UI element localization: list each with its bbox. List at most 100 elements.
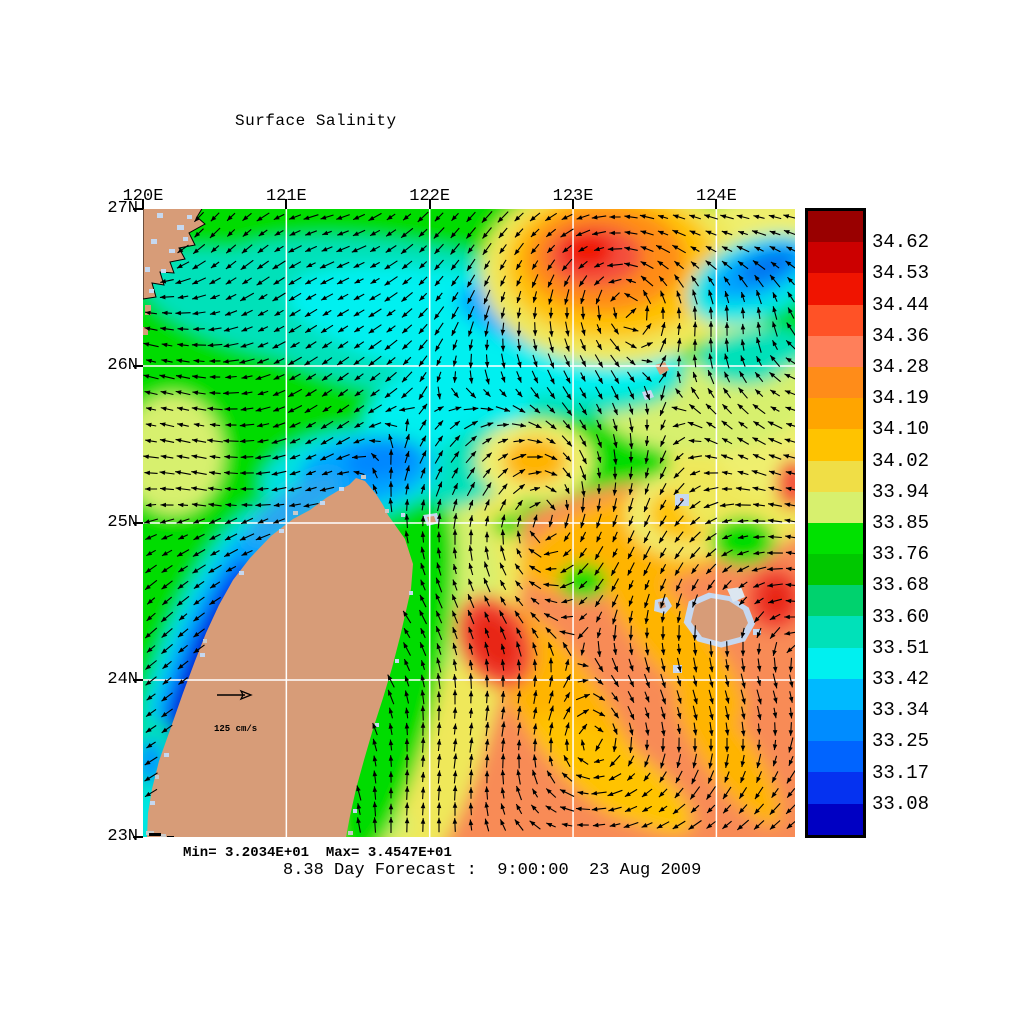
x-axis-tick-label: 120E [122,187,164,206]
y-axis-tick-label: 25N [107,513,138,532]
y-axis-tick-label: 23N [107,827,138,846]
coast-speckle [167,836,174,837]
x-axis-tick [428,199,431,209]
coast-speckle [200,653,205,657]
coast-speckle [395,659,399,663]
coast-speckle [375,723,379,727]
x-axis-tick-label: 122E [409,187,451,206]
coast-speckle [164,753,169,757]
colorbar-band [808,803,863,835]
colorbar-tick-label: 33.42 [872,668,930,690]
y-axis-tick-label: 24N [107,670,138,689]
salinity-map [143,209,795,837]
islet [727,587,745,602]
coast-speckle [183,237,188,241]
coast-speckle [143,327,148,335]
x-axis-tick [142,199,144,209]
colorbar-tick-label: 34.02 [872,449,930,472]
coast-speckle [203,639,207,643]
y-axis-tick-label: 26N [107,356,138,375]
colorbar-tick-label: 33.25 [872,730,930,753]
colorbar-band [808,678,863,710]
coast-speckle [385,509,389,513]
coast-speckle [151,239,157,244]
colorbar-tick-label: 33.08 [872,792,930,815]
map-plot: 125 cm/s [143,209,795,837]
coast-speckle [177,225,184,230]
coast-speckle [145,267,150,272]
colorbar-tick-label: 33.60 [872,605,930,628]
coast-speckle [293,511,298,515]
colorbar-tick-label: 34.53 [872,262,930,285]
colorbar-tick-label: 34.62 [872,231,930,254]
colorbar-tick-label: 33.76 [872,543,930,566]
colorbar-band [808,242,863,274]
coast-speckle [161,269,166,273]
x-axis-tick-label: 124E [695,187,737,206]
colorbar-tick-label: 33.17 [872,761,930,784]
coast-speckle [239,571,244,575]
y-axis-tick [133,522,143,524]
colorbar-tick-label: 33.51 [872,636,930,659]
coast-speckle [361,475,366,479]
colorbar-band [808,772,863,804]
forecast-caption: 8.38 Day Forecast : 9:00:00 23 Aug 2009 [283,861,702,880]
x-axis-tick [572,199,575,209]
coast-speckle [160,834,166,837]
colorbar-tick-label: 34.19 [872,387,930,410]
coast-speckle [320,501,325,505]
coast-speckle [157,213,163,218]
colorbar-band [808,741,863,773]
y-axis-tick [133,836,143,838]
colorbar-tick-label: 33.85 [872,512,930,534]
y-axis-tick [133,679,143,681]
gridlines [143,209,795,837]
figure-title: Surface Salinity [235,112,397,130]
x-axis-tick-label: 123E [552,187,594,206]
colorbar-tick-label: 34.44 [872,293,930,316]
colorbar-band [808,398,863,430]
y-axis-tick-label: 27N [107,199,138,218]
coast-speckle [353,809,357,813]
coast-speckle [753,629,761,635]
coast-speckle [279,529,284,533]
colorbar-band [808,273,863,305]
scale-arrow-label: 125 cm/s [214,724,258,734]
colorbar-tick-label: 34.36 [872,324,930,347]
land-layer [143,209,761,837]
coast-speckle [187,215,192,219]
coast-speckle [169,249,175,253]
coast-speckle [150,801,155,805]
coast-speckle [155,775,159,779]
coast-speckle [348,831,353,835]
minmax-label: Min= 3.2034E+01 Max= 3.4547E+01 [183,845,452,861]
coast-speckle [149,833,161,836]
scale-arrow [217,689,253,701]
colorbar-band [808,491,863,523]
coast-speckle [339,487,344,491]
current-arrows [143,211,795,833]
coast-speckle [409,591,413,595]
colorbar-band [808,616,863,648]
colorbar-band [808,211,863,243]
colorbar [805,208,866,838]
colorbar-band [808,522,863,555]
colorbar-band [808,647,863,679]
x-axis-tick-label: 121E [265,187,307,206]
colorbar-band [808,585,863,617]
colorbar-tick-label: 34.10 [872,418,930,441]
colorbar-band [808,335,863,367]
y-axis-tick [133,208,143,210]
coast-speckle [680,498,683,501]
colorbar-tick-label: 33.94 [872,480,930,503]
x-axis-tick [715,199,718,209]
coast-speckle [145,305,151,315]
colorbar-tick-label: 33.34 [872,699,930,722]
taiwan-island [147,478,413,837]
x-axis-tick [285,199,288,209]
coast-speckle [149,289,154,293]
island-land [691,598,748,642]
colorbar-band [808,460,863,492]
colorbar-band [808,710,863,742]
